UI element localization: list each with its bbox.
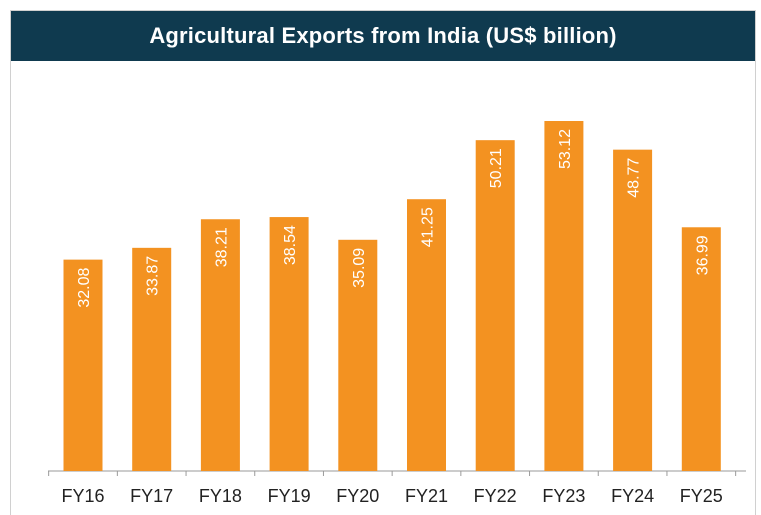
bar-value-label: 50.21: [488, 148, 505, 188]
bar-value-label: 41.25: [420, 207, 437, 247]
x-tick-label: FY17: [130, 486, 173, 506]
x-tick-label: FY18: [199, 486, 242, 506]
bar-fy19: [269, 217, 309, 471]
bar-fy25: [681, 227, 721, 471]
x-tick-label: FY19: [268, 486, 311, 506]
bar-fy24: [613, 149, 653, 472]
bar-value-label: 36.99: [694, 235, 711, 275]
bar-fy18: [200, 219, 240, 471]
bar-value-label: 35.09: [351, 248, 368, 288]
x-tick-label: FY22: [474, 486, 517, 506]
bar-value-label: 48.77: [626, 158, 643, 198]
bar-fy17: [132, 247, 172, 471]
bar-fy20: [338, 239, 378, 471]
x-tick-label: FY21: [405, 486, 448, 506]
bar-fy22: [475, 140, 515, 471]
bar-value-label: 32.08: [76, 268, 93, 308]
bar-fy16: [63, 259, 103, 471]
bar-value-label: 38.54: [282, 225, 299, 265]
bar-value-label: 53.12: [557, 129, 574, 169]
bar-fy21: [407, 199, 446, 471]
x-tick-label: FY23: [542, 486, 585, 506]
bar-value-label: 38.21: [213, 227, 230, 267]
chart-title: Agricultural Exports from India (US$ bil…: [11, 11, 755, 61]
x-tick-label: FY24: [611, 486, 654, 506]
x-tick-label: FY20: [336, 486, 379, 506]
bar-fy23: [544, 121, 584, 471]
x-tick-label: FY16: [61, 486, 104, 506]
bar-value-label: 33.87: [145, 256, 162, 296]
x-tick-label: FY25: [680, 486, 723, 506]
